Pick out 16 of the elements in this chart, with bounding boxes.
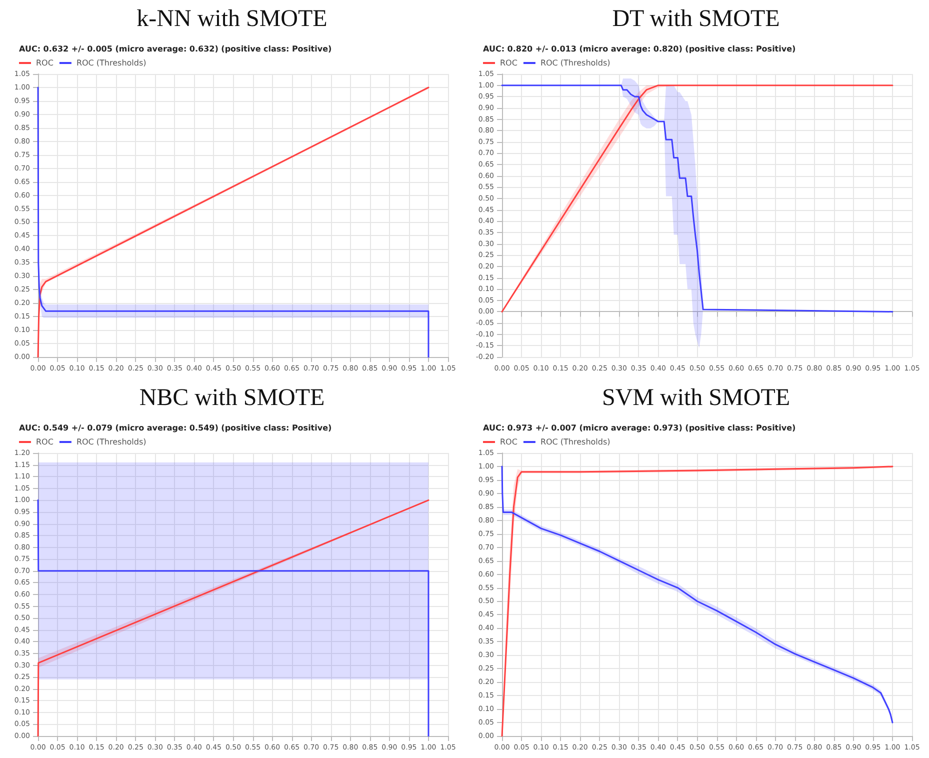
chart-subtitle: AUC: 0.549 +/- 0.079 (micro average: 0.549) (positive class: Positive) [19,424,332,432]
legend-label: ROC (Thresholds) [76,438,146,446]
chart-subtitle: AUC: 0.973 +/- 0.007 (micro average: 0.973) (positive class: Positive) [483,424,796,432]
legend-label: ROC (Thresholds) [540,58,610,68]
legend-label: ROC (Thresholds) [540,438,610,446]
legend-label: ROC (Thresholds) [76,58,146,68]
chart-title: k-NN with SMOTE [136,6,328,32]
chart-title: DT with SMOTE [612,6,780,32]
chart-subtitle: AUC: 0.632 +/- 0.005 (micro average: 0.632) (positive class: Positive) [19,44,332,54]
chart-subtitle: AUC: 0.820 +/- 0.013 (micro average: 0.820) (positive class: Positive) [483,44,796,54]
legend-label: ROC [36,438,54,446]
legend-label: ROC [36,58,54,68]
legend-label: ROC [500,438,518,446]
legend-label: ROC [500,58,518,68]
chart-title: SVM with SMOTE [602,385,790,411]
chart-title: NBC with SMOTE [139,385,325,411]
